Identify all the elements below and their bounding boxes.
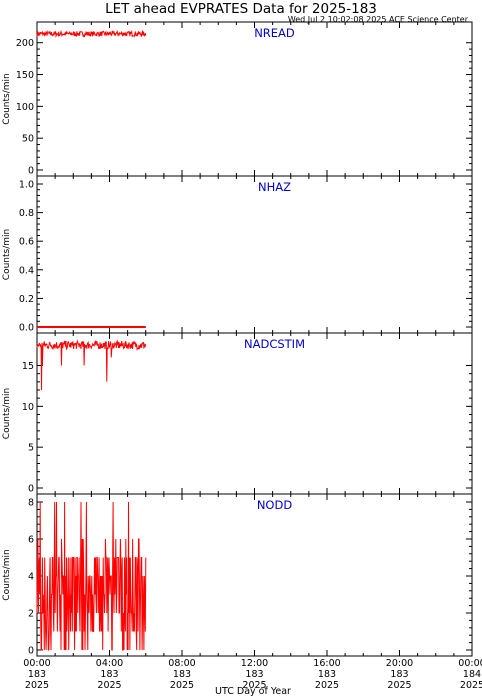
x-tick-label: 2025	[460, 680, 482, 691]
panel-nhaz: 0.0 0.2 0.4 0.6 0.8 1.0 Counts/min NHAZ	[2, 175, 473, 334]
panel-frame	[36, 332, 473, 495]
y-tick-label: 4	[28, 572, 34, 583]
y-tick-label: 15	[22, 361, 34, 372]
y-tick-label: 0	[28, 484, 34, 495]
x-tick-label: 183	[173, 669, 191, 680]
y-axis-label: Counts/min	[2, 388, 12, 439]
x-axis: 00:00183202504:00183202508:00183202512:0…	[23, 658, 482, 691]
panel-label: NHAZ	[258, 180, 291, 194]
panel-nodd: 0 2 4 6 8 Counts/min NODD	[2, 493, 473, 657]
x-tick-label: 2025	[242, 680, 266, 691]
data-trace-nread	[36, 29, 147, 39]
x-axis-label: UTC Day of Year	[215, 686, 291, 697]
panel-frame	[36, 175, 473, 334]
x-tick-label: 20:00	[386, 658, 413, 669]
y-tick-label: 0	[28, 166, 34, 177]
chart-timestamp: Wed Jul 2 10:02:08 2025 ACE Science Cent…	[288, 15, 469, 24]
y-tick-label: 150	[16, 70, 34, 81]
y-tick-label: 0.0	[19, 323, 34, 334]
x-tick-label: 184	[463, 669, 481, 680]
y-axis-label: Counts/min	[2, 73, 12, 124]
x-tick-label: 183	[100, 669, 118, 680]
y-tick-label: 0.4	[19, 265, 34, 276]
panels: 050100150200Counts/minNREAD0.00.20.40.60…	[2, 21, 473, 657]
x-tick-label: 2025	[315, 680, 339, 691]
x-tick-label: 00:00	[23, 658, 50, 669]
x-tick-label: 2025	[97, 680, 121, 691]
y-tick-label: 0	[28, 646, 34, 657]
y-tick-label: 100	[16, 102, 34, 113]
y-tick-label: 8	[28, 498, 34, 509]
x-tick-label: 2025	[387, 680, 411, 691]
y-tick-label: 0.2	[19, 294, 34, 305]
y-axis-label: Counts/min	[2, 549, 12, 600]
y-tick-label: 0.6	[19, 237, 34, 248]
panel-nread: 0 50 100 150 200 Counts/min NREAD	[2, 21, 473, 177]
data-trace-nodd	[36, 501, 147, 651]
x-tick-label: 183	[318, 669, 336, 680]
panel-label: NODD	[257, 498, 293, 512]
panel-nadcstim: 0 5 10 15 Counts/min NADCSTIM	[2, 332, 473, 495]
x-tick-label: 183	[390, 669, 408, 680]
y-tick-label: 6	[28, 535, 34, 546]
x-tick-label: 2025	[170, 680, 194, 691]
x-tick-label: 12:00	[241, 658, 268, 669]
x-tick-label: 183	[28, 669, 46, 680]
x-tick-label: 183	[245, 669, 263, 680]
y-tick-label: 2	[28, 609, 34, 620]
chart-title: LET ahead EVPRATES Data for 2025-183	[105, 1, 377, 17]
y-tick-label: 10	[22, 402, 34, 413]
y-tick-label: 1.0	[19, 180, 34, 191]
y-tick-label: 50	[22, 134, 34, 145]
y-axis-label: Counts/min	[2, 229, 12, 280]
panel-label: NADCSTIM	[244, 337, 305, 351]
x-tick-label: 16:00	[313, 658, 340, 669]
x-tick-label: 2025	[25, 680, 49, 691]
y-tick-label: 0.8	[19, 208, 34, 219]
x-tick-label: 08:00	[168, 658, 195, 669]
data-trace-nadcstim	[36, 339, 147, 391]
y-tick-label: 5	[28, 443, 34, 454]
y-tick-label: 200	[16, 38, 34, 49]
panel-label: NREAD	[254, 26, 295, 40]
x-tick-label: 04:00	[96, 658, 123, 669]
x-tick-label: 00:00	[458, 658, 482, 669]
panel-frame	[36, 21, 473, 177]
